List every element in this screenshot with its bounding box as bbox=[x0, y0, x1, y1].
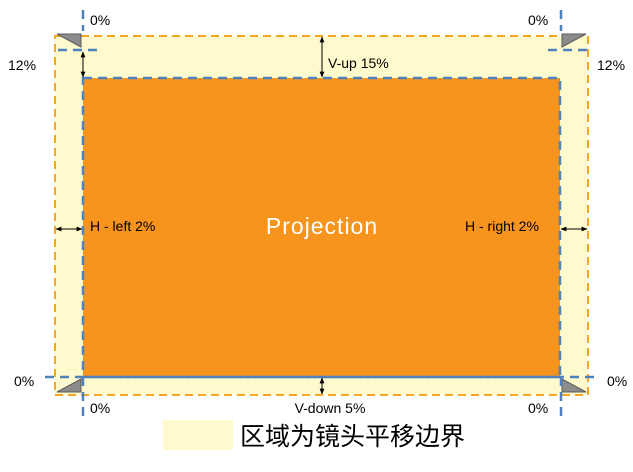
corner-label-right-upper: 12% bbox=[597, 57, 625, 73]
corner-label-right-lower: 0% bbox=[607, 373, 627, 389]
corner-label-bottom-right: 0% bbox=[528, 400, 548, 416]
h-left-label: H - left 2% bbox=[90, 218, 155, 234]
corner-marker-bottom-left bbox=[56, 378, 82, 393]
corner-marker-top-right bbox=[561, 33, 587, 48]
corner-label-top-right: 0% bbox=[528, 12, 548, 28]
legend-label: 区域为镜头平移边界 bbox=[240, 422, 465, 451]
v-down-label: V-down 5% bbox=[295, 400, 366, 416]
h-right-label: H - right 2% bbox=[465, 218, 539, 234]
corner-label-left-lower: 0% bbox=[14, 373, 34, 389]
corner-label-bottom-left: 0% bbox=[90, 400, 110, 416]
projection-area bbox=[81, 76, 562, 379]
legend-swatch bbox=[163, 420, 233, 450]
corner-label-top-left: 0% bbox=[90, 12, 110, 28]
corner-marker-top-left bbox=[56, 33, 82, 48]
projection-label: Projection bbox=[266, 213, 378, 239]
v-up-label: V-up 15% bbox=[328, 55, 389, 71]
corner-label-left-upper: 12% bbox=[8, 57, 36, 73]
